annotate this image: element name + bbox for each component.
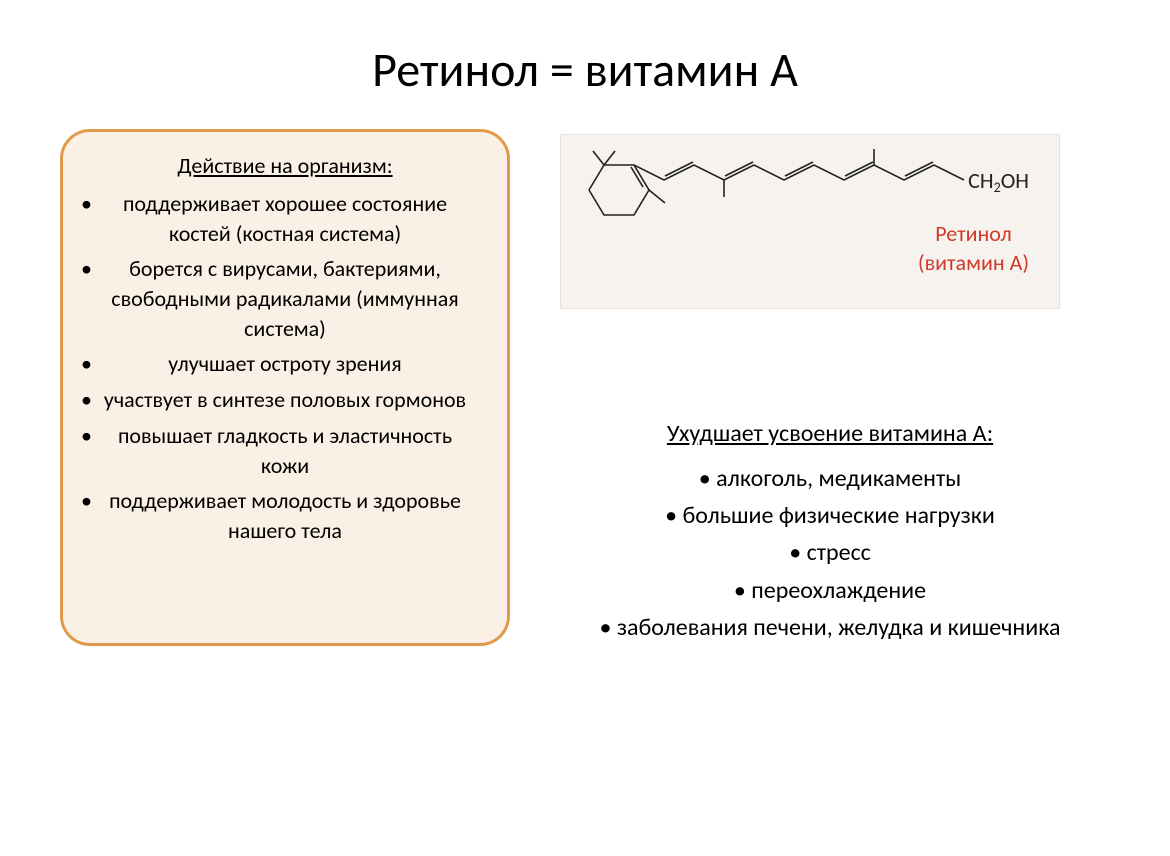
list-item: поддерживает хорошее состояние костей (к…: [91, 189, 479, 248]
list-item: стресс: [570, 534, 1090, 571]
formula-label-line1: Ретинол: [935, 220, 1012, 247]
effects-heading: Действие на организм:: [91, 152, 479, 179]
list-item: большие физические нагрузки: [570, 497, 1090, 534]
chemical-formula: CH2OH Ретинол (витамин А): [560, 134, 1060, 309]
content-row: Действие на организм: поддерживает хорош…: [0, 129, 1170, 646]
formula-end-group: CH2OH: [968, 167, 1029, 194]
list-item: поддерживает молодость и здоровье нашего…: [91, 486, 479, 545]
effects-list: поддерживает хорошее состояние костей (к…: [91, 189, 479, 546]
effects-box: Действие на организм: поддерживает хорош…: [60, 129, 510, 646]
page-title: Ретинол = витамин А: [0, 0, 1170, 129]
list-item: борется с вирусами, бактериями, свободны…: [91, 254, 479, 343]
list-item: алкоголь, медикаменты: [570, 460, 1090, 497]
inhibitors-heading: Ухудшает усвоение витамина А:: [570, 419, 1090, 448]
inhibitors-list: алкоголь, медикаменты большие физические…: [570, 460, 1090, 646]
list-item: переохлаждение: [570, 572, 1090, 609]
formula-label: Ретинол (витамин А): [918, 220, 1029, 277]
list-item: участвует в синтезе половых гормонов: [91, 385, 479, 415]
inhibitors-block: Ухудшает усвоение витамина А: алкоголь, …: [550, 419, 1110, 646]
formula-label-line2: (витамин А): [918, 249, 1029, 276]
list-item: заболевания печени, желудка и кишечника: [570, 609, 1090, 646]
list-item: повышает гладкость и эластичность кожи: [91, 421, 479, 480]
list-item: улучшает остроту зрения: [91, 349, 479, 379]
right-column: CH2OH Ретинол (витамин А) Ухудшает усвое…: [550, 129, 1110, 646]
